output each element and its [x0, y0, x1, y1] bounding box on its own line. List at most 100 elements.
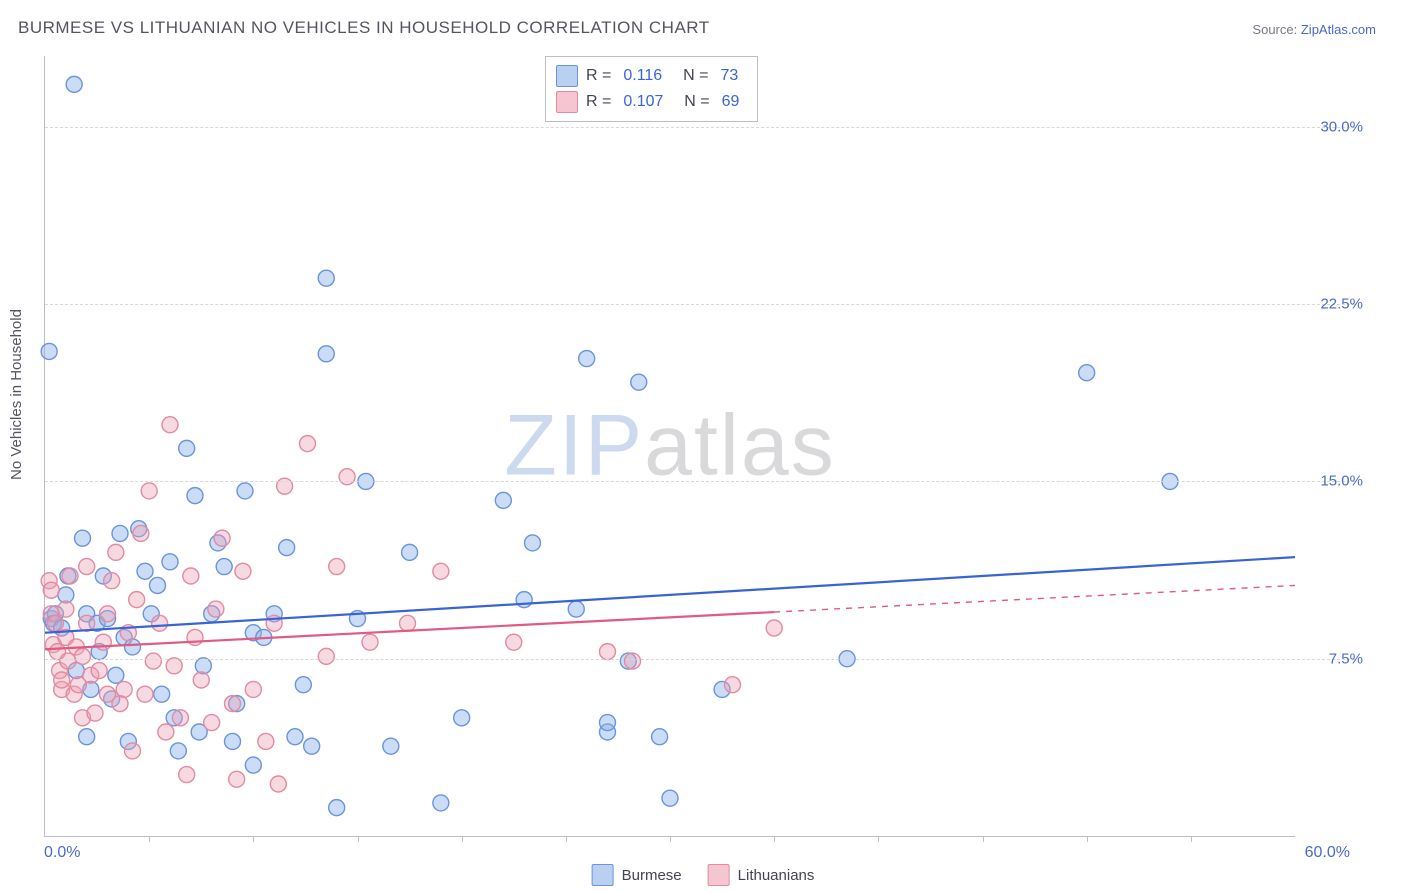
data-point: [66, 76, 82, 92]
data-point: [162, 554, 178, 570]
stats-row: R =0.107 N =69: [556, 89, 743, 115]
data-point: [150, 577, 166, 593]
data-point: [287, 729, 303, 745]
x-tick: [878, 836, 879, 842]
y-tick-label: 15.0%: [1320, 473, 1363, 490]
data-point: [245, 757, 261, 773]
x-tick: [253, 836, 254, 842]
y-tick-label: 22.5%: [1320, 296, 1363, 313]
data-point: [125, 743, 141, 759]
data-point: [454, 710, 470, 726]
legend-swatch: [556, 65, 578, 87]
data-point: [495, 492, 511, 508]
series-legend: Burmese Lithuanians: [592, 864, 815, 886]
data-point: [79, 559, 95, 575]
data-point: [279, 540, 295, 556]
data-point: [662, 790, 678, 806]
data-point: [329, 800, 345, 816]
data-point: [125, 639, 141, 655]
x-tick: [1087, 836, 1088, 842]
source-link[interactable]: ZipAtlas.com: [1301, 22, 1376, 37]
x-axis-max-label: 60.0%: [1305, 844, 1350, 862]
data-point: [152, 615, 168, 631]
data-point: [43, 582, 59, 598]
data-point: [214, 530, 230, 546]
data-point: [87, 705, 103, 721]
stats-n-label: N =: [675, 93, 709, 111]
data-point: [75, 530, 91, 546]
plot-area: ZIPatlas R =0.116 N =73R =0.107 N =69 7.…: [44, 56, 1295, 837]
x-tick: [149, 836, 150, 842]
stats-n-value: 73: [716, 67, 742, 85]
data-point: [158, 724, 174, 740]
data-point: [631, 374, 647, 390]
stats-row: R =0.116 N =73: [556, 63, 743, 89]
data-point: [225, 696, 241, 712]
data-point: [145, 653, 161, 669]
stats-r-value: 0.116: [619, 67, 666, 85]
data-point: [54, 672, 70, 688]
data-point: [137, 686, 153, 702]
data-point: [133, 525, 149, 541]
stats-r-value: 0.107: [619, 93, 667, 111]
legend-item: Lithuanians: [708, 864, 815, 886]
data-point: [295, 677, 311, 693]
data-point: [62, 568, 78, 584]
data-point: [270, 776, 286, 792]
data-point: [1079, 365, 1095, 381]
stats-legend: R =0.116 N =73R =0.107 N =69: [545, 56, 758, 122]
gridline: [45, 659, 1355, 660]
data-point: [204, 715, 220, 731]
data-point: [60, 653, 76, 669]
data-point: [402, 544, 418, 560]
data-point: [318, 270, 334, 286]
data-point: [235, 563, 251, 579]
data-point: [318, 346, 334, 362]
y-tick-label: 30.0%: [1320, 118, 1363, 135]
data-point: [208, 601, 224, 617]
chart-title: BURMESE VS LITHUANIAN NO VEHICLES IN HOU…: [18, 18, 710, 38]
data-point: [625, 653, 641, 669]
data-point: [116, 681, 132, 697]
data-point: [245, 681, 261, 697]
legend-item: Burmese: [592, 864, 682, 886]
data-point: [162, 417, 178, 433]
data-point: [187, 629, 203, 645]
data-point: [433, 563, 449, 579]
data-point: [154, 686, 170, 702]
data-point: [258, 733, 274, 749]
legend-label: Burmese: [622, 867, 682, 884]
data-point: [579, 351, 595, 367]
data-point: [141, 483, 157, 499]
scatter-svg: [45, 56, 1295, 836]
data-point: [41, 343, 57, 359]
data-point: [166, 658, 182, 674]
data-point: [229, 771, 245, 787]
data-point: [104, 573, 120, 589]
data-point: [183, 568, 199, 584]
data-point: [179, 440, 195, 456]
data-point: [506, 634, 522, 650]
data-point: [129, 592, 145, 608]
data-point: [195, 658, 211, 674]
data-point: [108, 667, 124, 683]
data-point: [329, 559, 345, 575]
x-tick: [358, 836, 359, 842]
data-point: [187, 488, 203, 504]
x-axis-min-label: 0.0%: [44, 844, 80, 862]
data-point: [95, 634, 111, 650]
data-point: [75, 648, 91, 664]
data-point: [433, 795, 449, 811]
data-point: [172, 710, 188, 726]
legend-swatch: [708, 864, 730, 886]
data-point: [137, 563, 153, 579]
trend-line-extrapolated: [774, 585, 1295, 612]
data-point: [112, 525, 128, 541]
data-point: [108, 544, 124, 560]
data-point: [79, 729, 95, 745]
data-point: [362, 634, 378, 650]
data-point: [525, 535, 541, 551]
stats-r-label: R =: [586, 93, 611, 111]
data-point: [383, 738, 399, 754]
source-attribution: Source: ZipAtlas.com: [1252, 22, 1376, 37]
